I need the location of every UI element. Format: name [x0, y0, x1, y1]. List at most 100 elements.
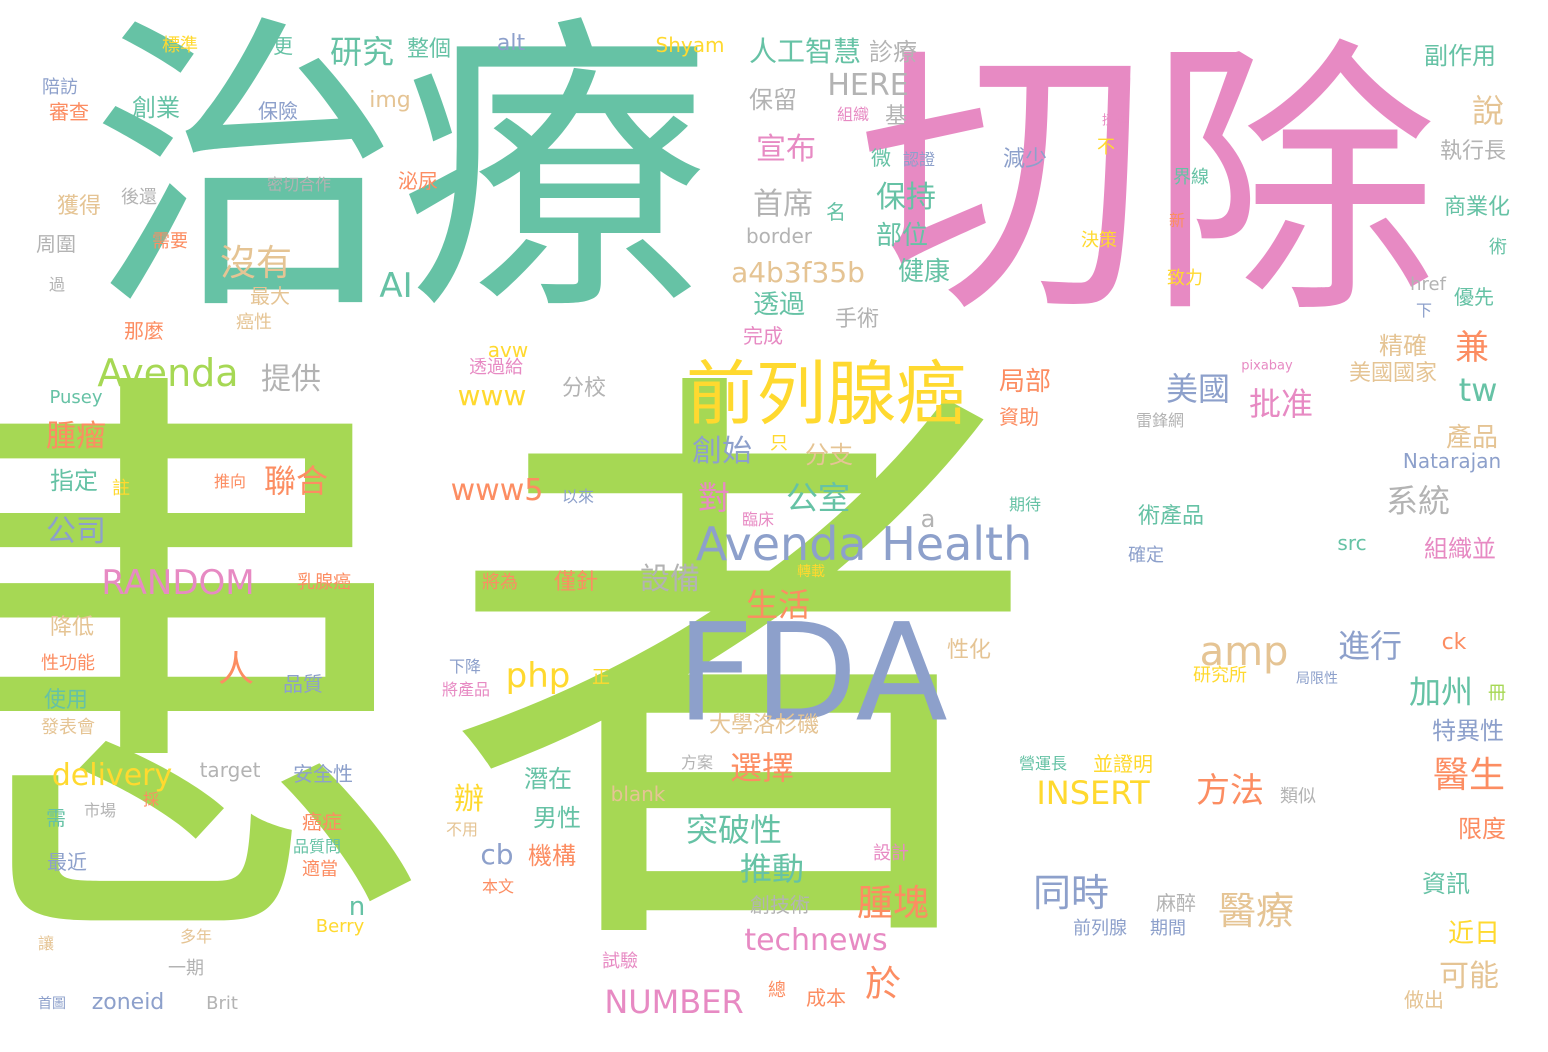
word-qidai: 期待: [1008, 495, 1042, 514]
word-anquanxing: 安全性: [293, 762, 353, 786]
word-fda: FDA: [676, 594, 948, 752]
word-wei: 微: [871, 146, 891, 170]
word-shencha: 審查: [49, 100, 89, 124]
word-houhai: 後還: [121, 187, 157, 208]
word-fenxiao: 分校: [561, 376, 607, 401]
word-ruxianai: 乳腺癌: [297, 572, 351, 593]
word-blank: blank: [610, 782, 666, 806]
word-ban: 辦: [454, 782, 484, 817]
word-leisi: 類似: [1280, 786, 1316, 807]
word-yanjiu: 研究: [329, 33, 395, 71]
word-jiangchanpin: 將產品: [441, 680, 491, 699]
word-shouxi: 首席: [753, 187, 813, 222]
word-yiqi: 一期: [168, 958, 204, 979]
word-fenzhi: 分支: [805, 441, 853, 469]
word-natarajan: Natarajan: [1402, 449, 1502, 473]
word-shiyong: 使用: [43, 688, 89, 713]
word-lianhe: 聯合: [263, 462, 329, 500]
word-zizhu: 資助: [999, 405, 1039, 429]
word-dui: 對: [697, 479, 731, 517]
word-duonian: 多年: [179, 927, 213, 946]
word-gongshi: 公室: [785, 479, 851, 517]
word-shoushu: 手術: [834, 307, 880, 332]
word-aizheng: 癌症: [302, 810, 342, 834]
word-qiechu: 切除: [858, 16, 1438, 353]
word-shangyehua: 商業化: [1443, 195, 1511, 220]
word-src: src: [1337, 531, 1367, 555]
word-ce: 冊: [1488, 683, 1506, 704]
word-linchuang: 臨床: [741, 510, 775, 529]
word-zoneid: zoneid: [91, 990, 165, 1015]
word-chuangshi: 創始: [692, 434, 752, 469]
word-jiexian: 界線: [1173, 167, 1209, 188]
word-xu: 需: [46, 806, 66, 830]
word-leifengwang: 雷鋒網: [1135, 411, 1185, 430]
word-zhili: 致力: [1167, 268, 1203, 289]
word-renzheng: 認證: [902, 150, 936, 169]
word-chuangjishu: 創技術: [750, 893, 810, 917]
word-xiajiang: 下降: [448, 657, 482, 676]
word-peifang: 陪訪: [42, 77, 78, 98]
word-teyixing: 特異性: [1432, 717, 1504, 745]
word-ck: ck: [1441, 630, 1467, 655]
word-pinzhi: 品質: [283, 672, 323, 696]
word-xuanbu: 宣布: [756, 132, 816, 167]
word-zhouwei: 周圍: [36, 232, 76, 256]
word-shichang: 市場: [83, 801, 117, 820]
word-xia: 下: [1415, 301, 1433, 320]
word-baochi: 保持: [876, 180, 936, 215]
word-qijian: 期間: [1150, 918, 1186, 939]
word-zhongkuai: 腫塊: [856, 883, 930, 924]
word-chanpin: 產品: [1445, 423, 1499, 453]
word-xinggongneng: 性功能: [41, 653, 95, 674]
word-touguo: 透過: [752, 290, 806, 320]
word-shenghuo: 生活: [745, 586, 811, 624]
word-insert: INSERT: [1036, 774, 1150, 812]
word-zong: 總: [768, 980, 786, 1001]
word-href: href: [1410, 274, 1446, 295]
word-miniao: 泌尿: [398, 169, 438, 193]
word-zuzhi: 組織: [836, 105, 870, 124]
word-buwei: 部位: [875, 221, 929, 251]
word-zhu: 註: [112, 478, 130, 499]
word-guo: 過: [48, 275, 66, 294]
word-name: 那麼: [124, 319, 164, 343]
word-zhengge: 整個: [406, 37, 452, 62]
word-jian: 兼: [1455, 328, 1489, 368]
word-cai: 採: [142, 790, 160, 809]
word-nanxing: 男性: [533, 804, 581, 832]
word-shiyan: 試驗: [602, 951, 638, 972]
word-aixing: 癌性: [236, 312, 272, 333]
word-avenda: Avenda: [97, 351, 239, 395]
word-pizhun: 批准: [1248, 385, 1314, 423]
word-tongshi: 同時: [1032, 871, 1110, 915]
word-delivery: delivery: [51, 758, 173, 793]
word-pixabay: pixabay: [1241, 358, 1293, 374]
word-zhiliao: 治療: [90, 0, 710, 352]
word-xiandu: 限度: [1458, 815, 1506, 843]
word-tuidong: 推動: [739, 850, 805, 888]
word-yingyunzhang: 營運長: [1018, 754, 1068, 773]
word-target: target: [199, 758, 261, 782]
word-qianzai: 潛在: [524, 765, 572, 793]
word-xitong: 系統: [1385, 482, 1451, 520]
word-qianliexian: 前列腺: [1073, 918, 1127, 939]
word-ai-zhihui: 人工智慧: [748, 35, 862, 68]
word-yanjiusuo: 研究所: [1193, 665, 1247, 686]
word-xinghua: 性化: [946, 638, 992, 663]
word-img: img: [369, 88, 411, 113]
word-avw: avw: [487, 338, 529, 362]
word-n: n: [348, 892, 366, 922]
word-benwen: 本文: [481, 877, 515, 896]
word-yisheng: 醫生: [1432, 755, 1506, 796]
word-shidang: 適當: [302, 859, 338, 880]
word-juxianxing: 局限性: [1296, 671, 1338, 687]
word-zheng: 正: [592, 667, 610, 688]
word-zhiding: 指定: [50, 467, 98, 495]
word-shu: 術: [1489, 237, 1507, 258]
word-fuzuoyong: 副作用: [1424, 42, 1496, 70]
word-baoliu: 保留: [749, 86, 797, 114]
word-a4b3f35b: a4b3f35b: [731, 256, 865, 289]
word-huode: 獲得: [56, 194, 102, 219]
word-geng: 更: [273, 34, 293, 58]
